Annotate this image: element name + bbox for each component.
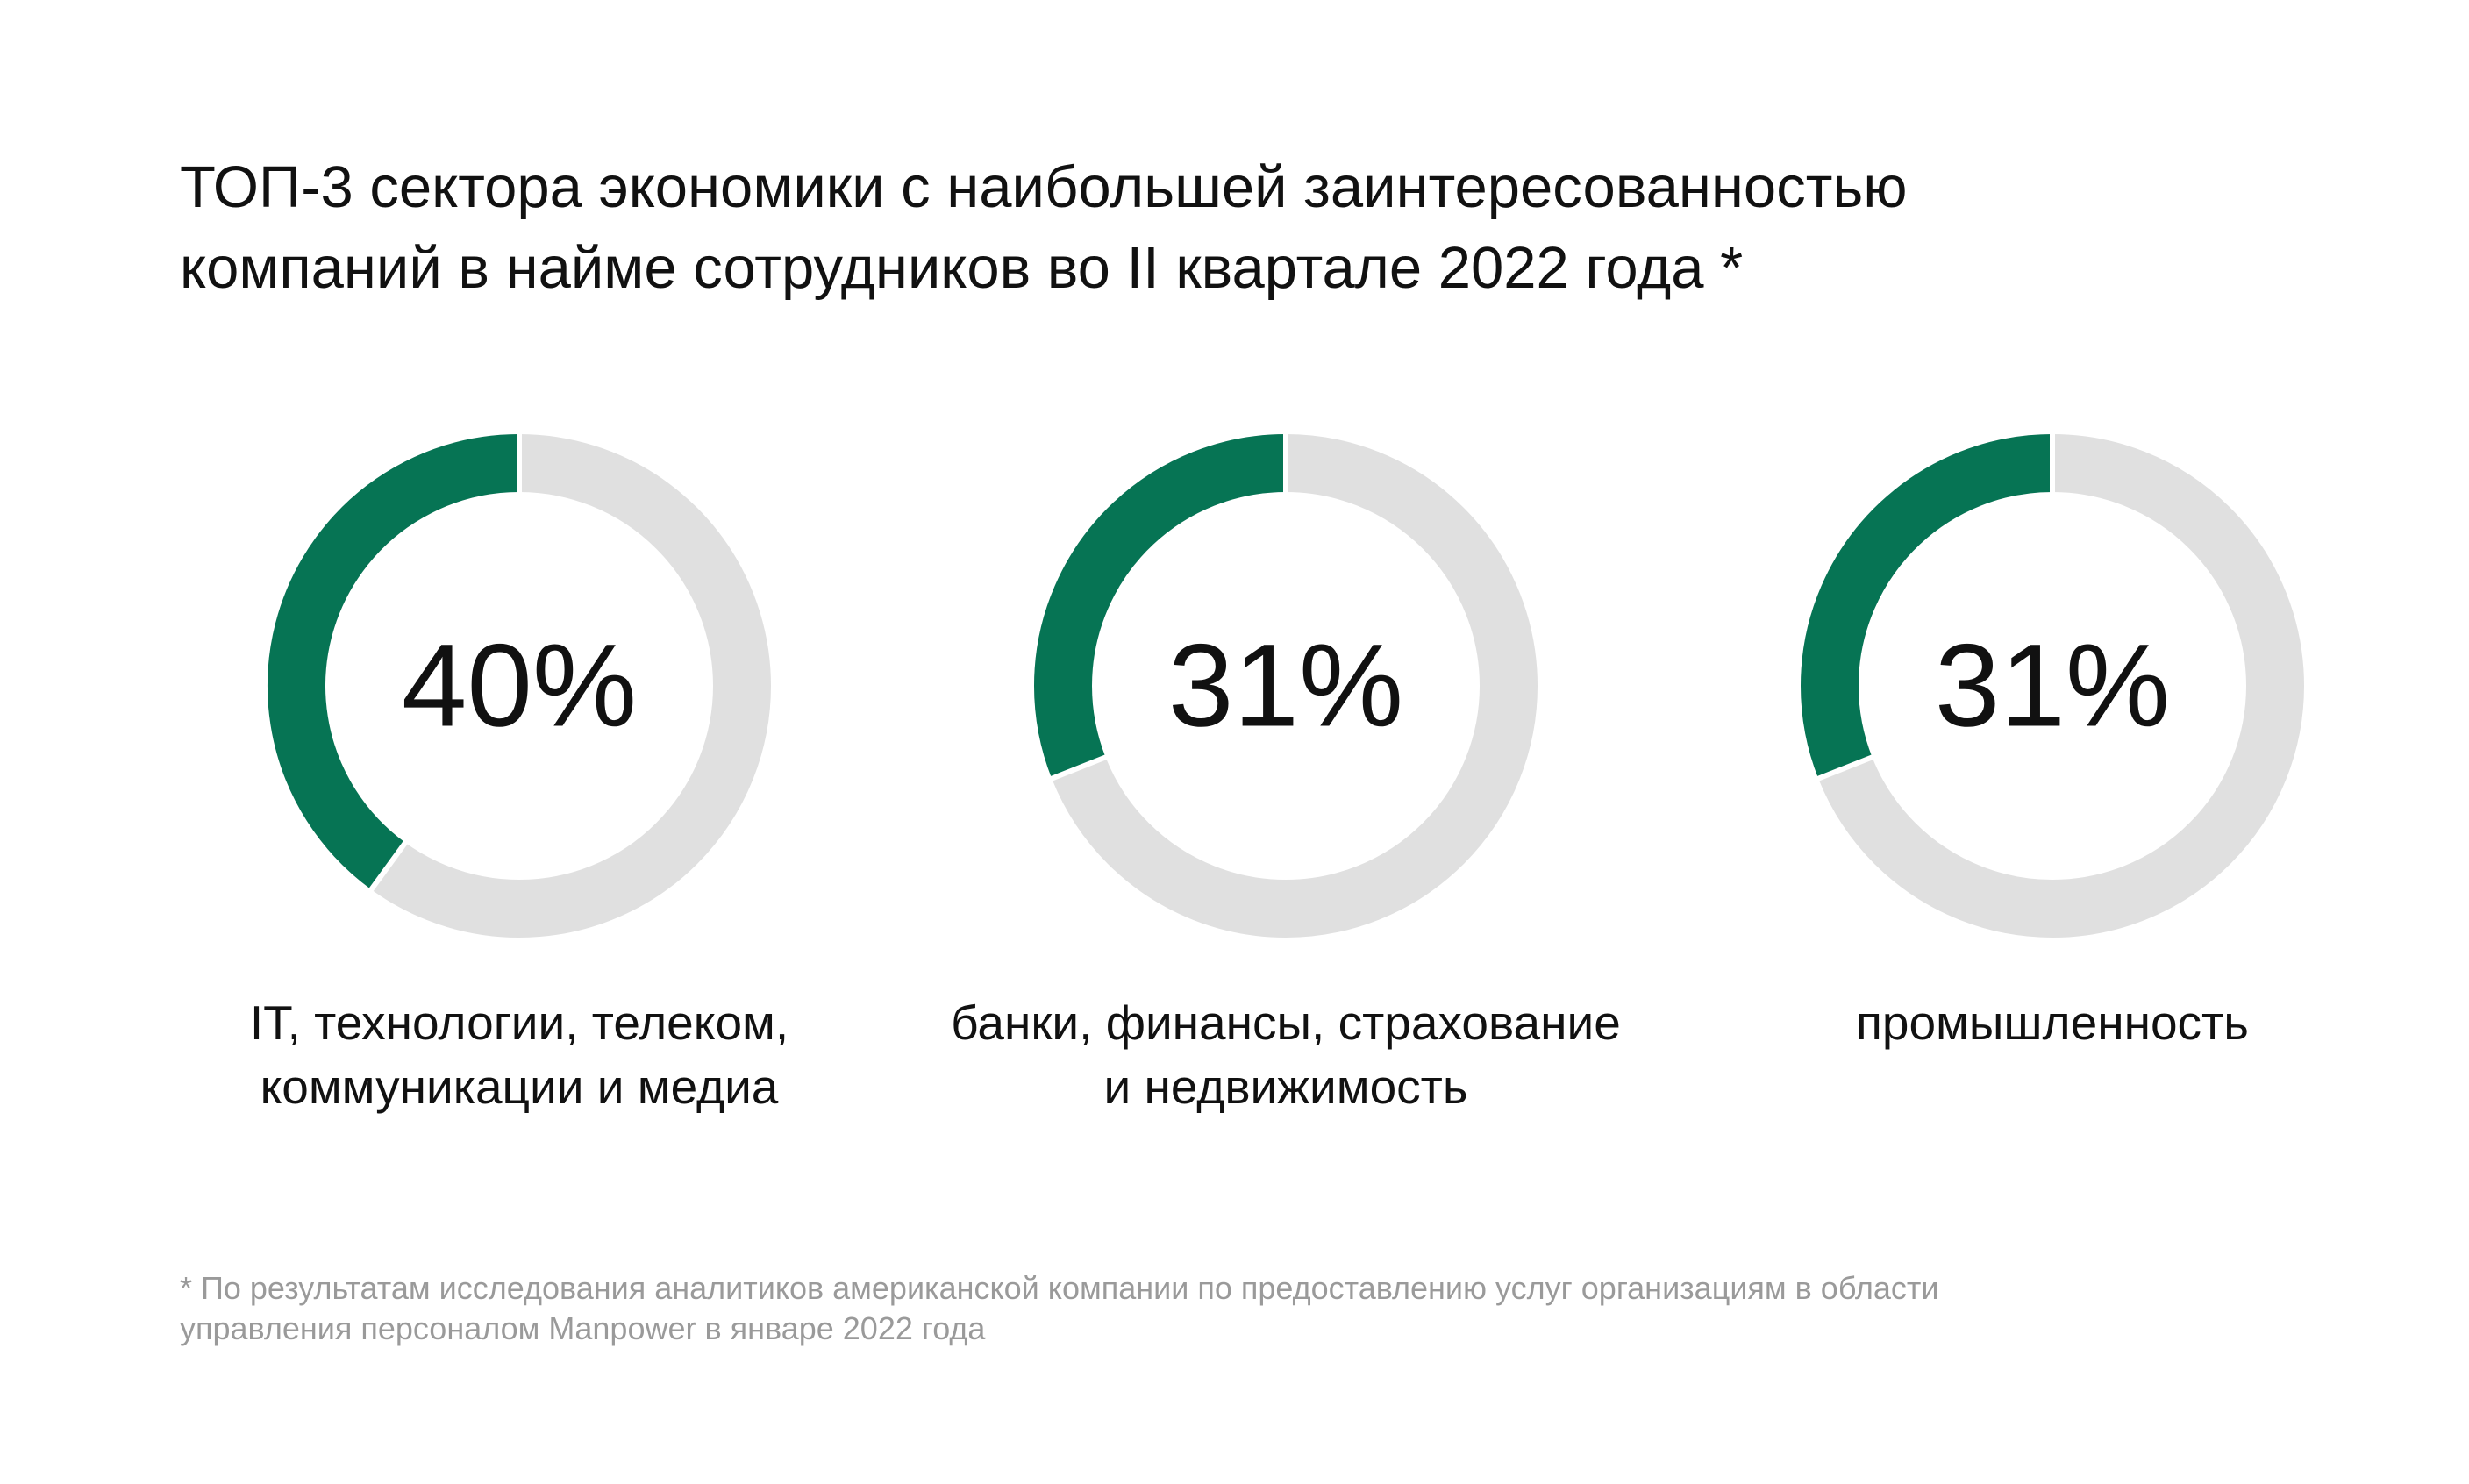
footnote-line-2: управления персоналом Manpower в январе … (180, 1310, 986, 1346)
title-line-1: ТОП-3 сектора экономики с наибольшей заи… (180, 154, 1908, 220)
category-label-3: промышленность (1658, 991, 2447, 1055)
donut-3-separator-end (1816, 753, 1875, 782)
category-label-2-line-1: банки, финансы, страхование (951, 995, 1621, 1050)
donut-chart-2: 31% (1031, 432, 1540, 940)
donut-svg-2: 31% (1034, 432, 1538, 938)
category-label-1-line-2: коммуникации и медиа (260, 1059, 779, 1114)
category-label-2-line-2: и недвижимость (1103, 1059, 1468, 1114)
donut-1-value: 40% (402, 621, 637, 752)
footnote: * По результатам исследования аналитиков… (180, 1268, 2329, 1349)
category-label-2: банки, финансы, страхование и недвижимос… (891, 991, 1680, 1119)
category-label-3-line-1: промышленность (1856, 995, 2249, 1050)
donut-1-separator-end (367, 839, 409, 893)
category-label-1-line-1: IT, технологии, телеком, (249, 995, 789, 1050)
donut-3-value: 31% (1935, 621, 2170, 752)
chart-title: ТОП-3 сектора экономики с наибольшей заи… (180, 147, 2329, 309)
donut-svg-1: 40% (268, 432, 771, 938)
donut-chart-1: 40% (265, 432, 774, 940)
footnote-line-1: * По результатам исследования аналитиков… (180, 1270, 1939, 1306)
category-label-1: IT, технологии, телеком, коммуникации и … (125, 991, 914, 1119)
title-line-2: компаний в найме сотрудников во II кварт… (180, 235, 1744, 301)
donut-chart-3: 31% (1798, 432, 2307, 940)
donut-svg-3: 31% (1801, 432, 2304, 938)
donut-2-value: 31% (1168, 621, 1403, 752)
donut-2-separator-end (1049, 753, 1109, 782)
